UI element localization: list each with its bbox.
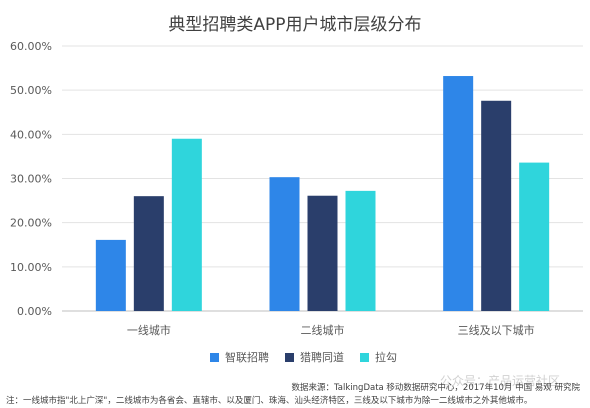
y-tick-label: 60.00% xyxy=(10,40,52,53)
bar xyxy=(443,76,474,312)
chart-title: 典型招聘类APP用户城市层级分布 xyxy=(168,15,422,35)
legend-item-liepin: 猎聘同道 xyxy=(285,349,344,365)
legend: 智联招聘 猎聘同道 拉勾 xyxy=(210,349,413,365)
watermark-text: 公众号：产品运营社区 xyxy=(439,374,560,388)
legend-swatch-lagou xyxy=(360,352,369,362)
legend-label-zhilian: 智联招聘 xyxy=(225,351,269,364)
y-tick-label: 40.00% xyxy=(10,128,52,141)
legend-label-liepin: 猎聘同道 xyxy=(300,351,344,364)
bar xyxy=(133,196,164,311)
y-tick-label: 30.00% xyxy=(10,173,52,186)
x-tick-label: 三线及以下城市 xyxy=(458,323,535,337)
bar xyxy=(519,162,550,311)
legend-swatch-zhilian xyxy=(210,352,219,362)
bar xyxy=(481,100,512,312)
bar xyxy=(307,195,338,311)
y-tick-label: 10.00% xyxy=(10,261,52,274)
x-tick-label: 二线城市 xyxy=(301,323,345,337)
legend-item-zhilian: 智联招聘 xyxy=(210,349,269,365)
y-tick-label: 0.00% xyxy=(17,305,52,318)
legend-item-lagou: 拉勾 xyxy=(360,349,397,365)
legend-label-lagou: 拉勾 xyxy=(375,351,397,364)
bar xyxy=(171,138,202,311)
y-tick-label: 50.00% xyxy=(10,84,52,97)
x-tick-label: 一线城市 xyxy=(127,323,171,337)
footnote-text: 注：一线城市指"北上广深"，二线城市为各省会、直辖市、以及厦门、珠海、汕头经济特… xyxy=(6,396,533,406)
y-tick-label: 20.00% xyxy=(10,217,52,230)
source-text: 数据来源：TalkingData 移动数据研究中心，2017年10月 中国 易观… xyxy=(291,383,580,393)
bar xyxy=(95,239,126,311)
bar xyxy=(269,177,300,311)
legend-swatch-liepin xyxy=(285,352,294,362)
bar xyxy=(345,190,376,311)
